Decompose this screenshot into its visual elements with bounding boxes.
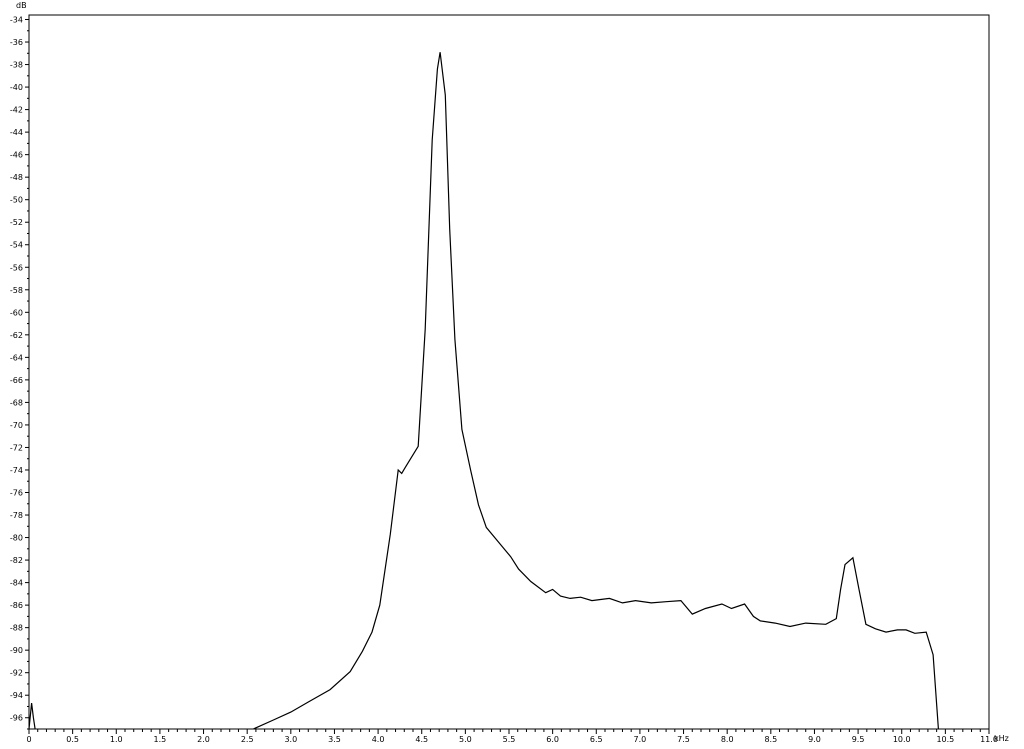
y-tick-label: -74 [10,466,23,475]
y-tick-label: -60 [10,308,23,317]
y-tick-label: -68 [10,398,23,407]
y-tick-label: -46 [10,151,23,160]
y-tick-label: -64 [10,353,23,362]
x-tick-label: 8.5 [764,735,777,744]
x-tick-label: 5.0 [459,735,472,744]
y-tick-label: -56 [10,263,23,272]
y-tick-label: -44 [10,128,23,137]
spectrum-line-low [28,703,36,730]
y-tick-label: -40 [10,83,23,92]
x-tick-label: 6.5 [590,735,603,744]
y-tick-label: -96 [10,714,23,723]
x-tick-label: 4.0 [372,735,385,744]
x-tick-label: 9.0 [808,735,821,744]
y-tick-label: -52 [10,218,23,227]
x-tick-label: 11.0 [980,735,998,744]
y-tick-label: -72 [10,443,23,452]
y-tick-label: -88 [10,624,23,633]
x-tick-label: 3.5 [328,735,341,744]
y-tick-label: -76 [10,489,23,498]
y-tick-label: -66 [10,376,23,385]
y-tick-label: -90 [10,646,23,655]
y-tick-label: -48 [10,173,23,182]
y-tick-label: -50 [10,196,23,205]
y-tick-label: -84 [10,579,23,588]
x-tick-label: 1.0 [110,735,123,744]
y-tick-label: -92 [10,669,23,678]
x-tick-label: 4.5 [415,735,428,744]
x-tick-label: 0.5 [66,735,79,744]
x-tick-label: 2.0 [197,735,210,744]
y-tick-label: -70 [10,421,23,430]
x-tick-label: 7.5 [677,735,690,744]
y-tick-label: -82 [10,556,23,565]
x-tick-label: 0 [26,735,31,744]
plot-frame [28,14,990,730]
x-axis-label: kHz [994,734,1009,743]
y-tick-label: -78 [10,511,23,520]
y-tick-label: -80 [10,534,23,543]
y-tick-label: -94 [10,691,23,700]
x-tick-label: 1.5 [154,735,167,744]
x-tick-label: 7.0 [634,735,647,744]
y-tick-label: -62 [10,331,23,340]
y-tick-label: -36 [10,38,23,47]
x-tick-label: 2.5 [241,735,254,744]
y-tick-label: -38 [10,61,23,70]
x-tick-label: 10.0 [893,735,911,744]
y-tick-label: -42 [10,106,23,115]
spectrum-line-main [253,52,939,730]
y-tick-label: -54 [10,241,23,250]
y-tick-label: -58 [10,286,23,295]
y-tick-label: -34 [10,16,23,25]
x-tick-label: 10.5 [936,735,954,744]
x-tick-label: 9.5 [852,735,865,744]
x-tick-label: 6.0 [546,735,559,744]
x-tick-label: 8.0 [721,735,734,744]
y-axis-label: dB [16,1,27,10]
x-tick-label: 5.5 [503,735,516,744]
y-tick-label: -86 [10,601,23,610]
x-tick-label: 3.0 [284,735,297,744]
